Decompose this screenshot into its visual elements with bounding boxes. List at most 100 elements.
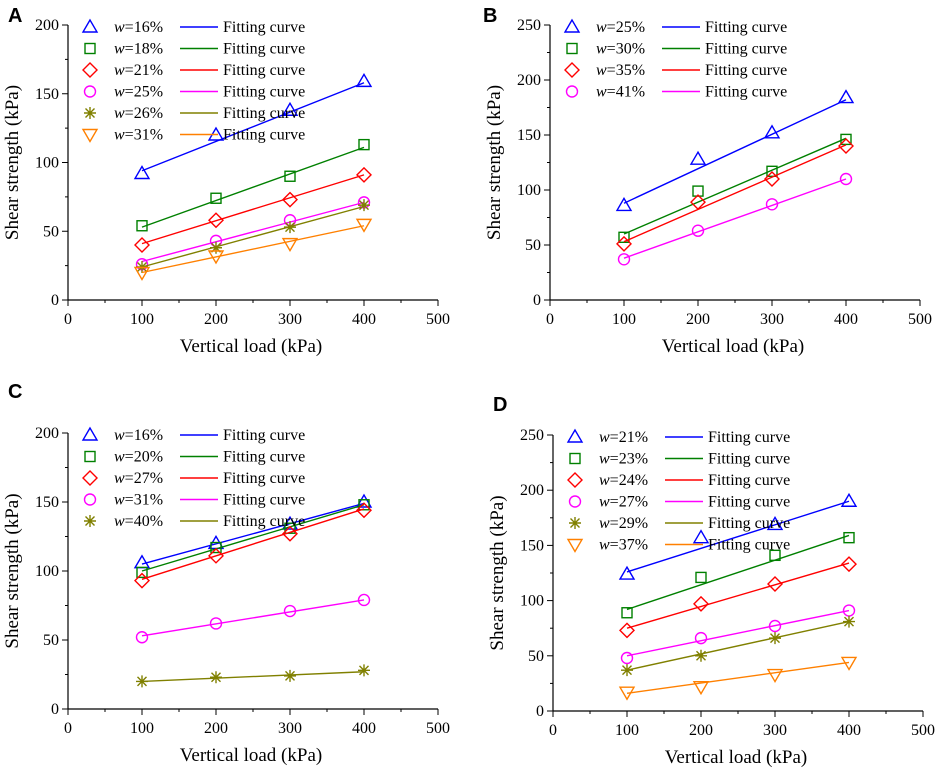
fit-line-b-0 (623, 99, 847, 204)
x-axis-title-b: Vertical load (kPa) (662, 336, 804, 357)
legend-entry-a-3: w=25% Fitting curve (83, 84, 305, 101)
fit-line-b-2 (623, 144, 847, 243)
data-point-a-5 (281, 237, 299, 253)
data-point-a-0 (355, 72, 373, 88)
data-point-d-5 (766, 668, 784, 683)
x-tick-label-c: 400 (352, 720, 376, 737)
legend-entry-a-4: w=26% Fitting curve (84, 105, 305, 122)
legend-var-c-4: w (114, 513, 125, 530)
legend-fit-label-b-2: Fitting curve (705, 62, 787, 79)
legend-label-b-2: w=35% (596, 62, 645, 79)
data-point-a-0 (133, 165, 151, 180)
legend-moisture-a-4: =26% (125, 105, 163, 122)
data-point-a-4 (358, 199, 370, 212)
legend-label-b-3: w=41% (596, 84, 645, 101)
legend-var-a-1: w (114, 41, 125, 58)
x-tick-label-a: 0 (64, 311, 72, 328)
legend-entry-d-4: w=29% Fitting curve (569, 515, 790, 532)
legend-label-d-1: w=23% (599, 451, 648, 468)
y-tick-label-b: 100 (517, 182, 541, 199)
data-point-a-5 (133, 266, 151, 281)
y-tick-label-c: 150 (35, 494, 59, 511)
legend-fit-label-c-3: Fitting curve (223, 492, 305, 509)
data-point-c-2 (208, 547, 224, 564)
data-point-d-3 (768, 619, 782, 633)
fit-line-b-3 (623, 178, 847, 259)
series-c-4 (136, 664, 370, 688)
fit-line-c-3 (141, 599, 365, 637)
legend-marker-b-1 (566, 42, 578, 55)
series-d-5 (618, 656, 858, 701)
y-tick-label-d: 100 (520, 593, 544, 610)
data-point-c-2 (282, 525, 298, 542)
y-tick-label-b: 150 (517, 127, 541, 144)
data-point-a-1 (358, 138, 370, 151)
series-c-2 (134, 502, 372, 589)
series-d-0 (618, 492, 858, 580)
data-point-c-1 (136, 566, 148, 579)
legend-moisture-c-2: =27% (125, 470, 163, 487)
x-tick-label-a: 300 (278, 311, 302, 328)
data-point-b-0 (615, 197, 633, 212)
data-point-c-4 (358, 664, 370, 677)
legend-var-c-3: w (114, 492, 125, 509)
data-point-b-3 (765, 198, 779, 211)
fit-line-d-4 (626, 620, 850, 671)
legend-entry-b-0: w=25% Fitting curve (563, 18, 787, 36)
data-point-b-3 (617, 253, 631, 266)
legend-var-a-2: w (114, 62, 125, 79)
legend-var-d-1: w (599, 451, 610, 468)
legend-fit-label-a-3: Fitting curve (223, 84, 305, 101)
data-point-d-3 (694, 631, 708, 645)
legend-marker-d-3 (568, 495, 582, 508)
legend-marker-d-5 (566, 538, 584, 553)
legend-entry-b-2: w=35% Fitting curve (564, 62, 787, 79)
legend-marker-c-4 (84, 515, 96, 527)
data-point-d-5 (840, 656, 858, 671)
legend-var-b-2: w (596, 62, 607, 79)
legend-entry-c-1: w=20% Fitting curve (84, 449, 305, 466)
data-point-d-4 (695, 649, 707, 662)
legend-moisture-a-0: =16% (125, 19, 163, 36)
series-d-4 (621, 615, 855, 677)
data-point-a-5 (355, 218, 373, 233)
data-point-d-0 (840, 492, 858, 507)
legend-label-c-2: w=27% (114, 470, 163, 487)
data-point-b-3 (691, 224, 705, 237)
y-tick-label-c: 200 (35, 425, 59, 442)
legend-var-d-0: w (599, 429, 610, 446)
x-tick-label-b: 400 (834, 311, 858, 328)
legend-marker-c-2 (82, 470, 98, 486)
legend-fit-label-d-3: Fitting curve (708, 494, 790, 511)
legend-entry-a-5: w=31% Fitting curve (81, 127, 305, 144)
y-axis-title-d: Shear strength (kPa) (487, 495, 508, 650)
data-point-a-2 (282, 191, 298, 208)
legend-moisture-b-3: =41% (607, 84, 645, 101)
fit-line-c-1 (141, 504, 365, 572)
fit-line-c-0 (141, 502, 365, 565)
legend-marker-a-5 (81, 128, 99, 143)
data-point-a-1 (284, 170, 296, 182)
legend-entry-c-2: w=27% Fitting curve (82, 470, 305, 487)
legend-var-d-4: w (599, 515, 610, 532)
panel-label-c: C (8, 381, 22, 403)
data-point-d-1 (695, 571, 707, 584)
data-point-c-4 (284, 669, 296, 682)
data-point-a-2 (134, 237, 150, 253)
data-point-d-0 (692, 529, 710, 544)
legend-fit-label-b-3: Fitting curve (705, 84, 787, 101)
panel-d: D 0 100 200 300 400 500 0 50 100 150 200 250 Vertical… (487, 394, 935, 768)
legend-label-d-2: w=24% (599, 472, 648, 489)
legend-moisture-d-3: =27% (610, 494, 648, 511)
data-point-d-1 (769, 549, 781, 562)
data-point-c-3 (135, 631, 149, 644)
legend-marker-c-3 (83, 493, 97, 506)
legend-var-d-2: w (599, 472, 610, 489)
legend-fit-label-c-4: Fitting curve (223, 513, 305, 530)
data-point-b-1 (766, 165, 778, 178)
x-tick-label-b: 100 (612, 311, 636, 328)
legend-label-a-5: w=31% (114, 127, 163, 144)
legend-var-c-2: w (114, 470, 125, 487)
y-tick-label-d: 200 (520, 482, 544, 499)
data-point-c-4 (210, 671, 222, 684)
